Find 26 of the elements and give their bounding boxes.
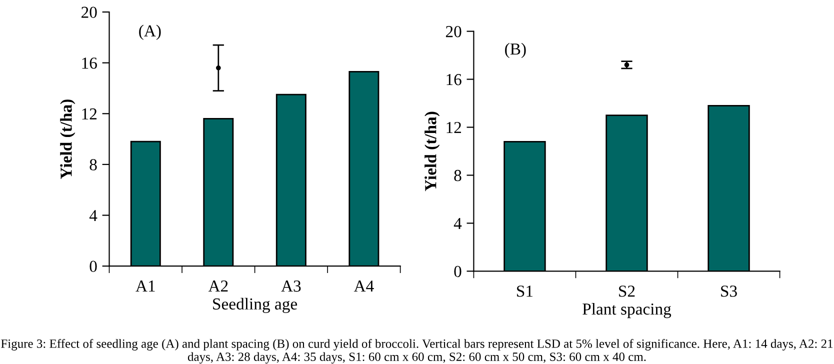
y-tick-label: 8 — [454, 170, 462, 182]
x-tick-label: A3 — [281, 280, 301, 292]
x-tick-label: S1 — [517, 286, 533, 297]
y-tick-label: 16 — [446, 74, 462, 86]
y-axis-title: Yield (t/ha) — [60, 100, 76, 179]
x-tick-label: S2 — [619, 286, 635, 297]
y-tick-label: 4 — [454, 218, 462, 229]
x-tick-label: A1 — [136, 280, 155, 292]
y-tick-label: 0 — [90, 260, 97, 272]
y-tick-label: 12 — [446, 122, 461, 134]
y-tick-label: 8 — [90, 159, 97, 170]
x-tick-label: A2 — [208, 280, 228, 292]
y-tick-label: 20 — [446, 26, 462, 38]
x-tick-label: S3 — [721, 286, 737, 297]
caption: Figure 3: Effect of seedling age (A) and plant spacing (B) on curd yield of broccoli. Vertical bars represent LSD at 5% level of significance. Here, A1: 14 days, A2: 21 days, A3: 28 days, A4: 35 days, S1: 60 cm x 60 cm, S2: 60 cm x 50 cm, S3: 60 cm x 40 cm. — [1, 338, 833, 364]
y-tick-label: 20 — [82, 6, 97, 18]
y-tick-label: 16 — [82, 58, 97, 69]
y-tick-label: 0 — [454, 266, 462, 278]
annotation: (A) — [139, 24, 161, 40]
y-axis-title: Yield (t/ha) — [424, 112, 440, 192]
x-axis-title: Seedling age — [213, 298, 298, 314]
x-axis-title: Plant spacing — [582, 302, 672, 318]
x-tick-label: A4 — [354, 280, 374, 292]
annotation: (B) — [505, 42, 526, 58]
y-tick-label: 12 — [82, 108, 97, 120]
y-tick-label: 4 — [89, 210, 98, 222]
